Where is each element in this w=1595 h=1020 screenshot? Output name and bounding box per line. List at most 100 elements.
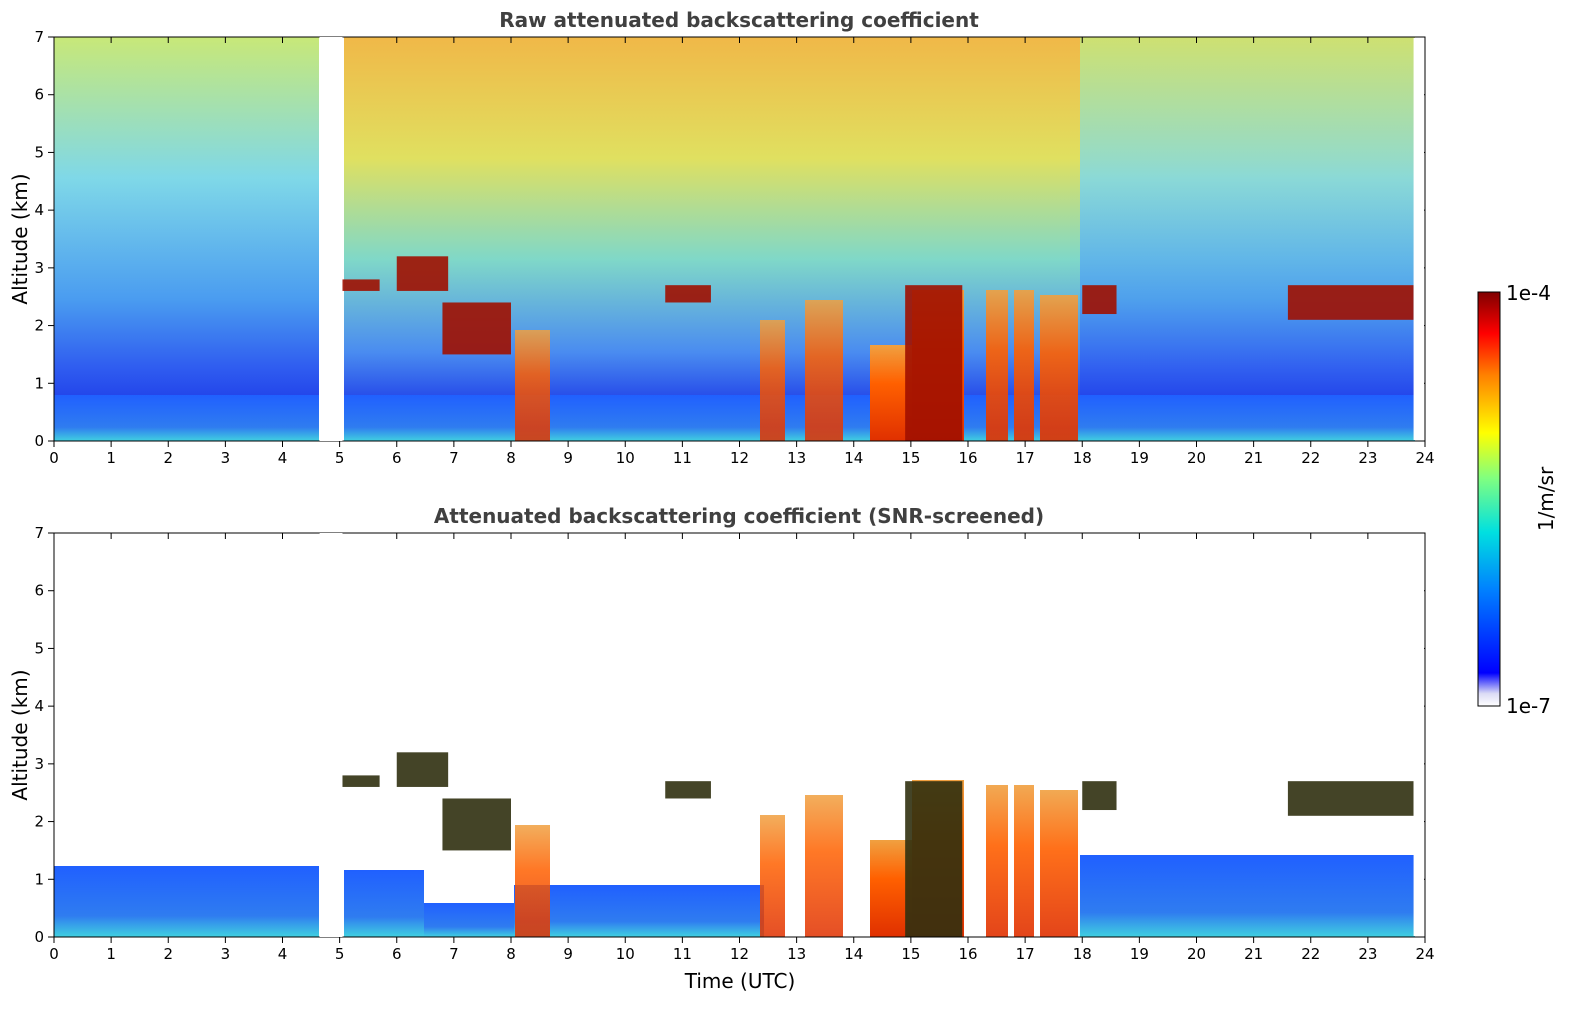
x-tick-label: 5 xyxy=(335,449,345,467)
x-tick-label: 9 xyxy=(563,449,573,467)
x-tick-label: 18 xyxy=(1073,449,1092,467)
x-tick-label: 13 xyxy=(787,449,806,467)
cloud-layer xyxy=(905,781,963,937)
x-tick-label: 24 xyxy=(1415,945,1434,963)
x-axis-label: Time (UTC) xyxy=(684,969,796,993)
data-gap xyxy=(319,533,343,937)
x-tick-label: 10 xyxy=(616,449,635,467)
x-tick-label: 12 xyxy=(730,449,749,467)
raw-x-ticks: 0 1 2 3 4 5 6 7 8 9 10 11 12 13 14 15 16 17 18 19 20 21 22 23 24 xyxy=(49,37,1435,467)
x-tick-label: 18 xyxy=(1073,945,1092,963)
x-tick-label: 6 xyxy=(392,945,402,963)
snr-panel-title: Attenuated backscattering coefficient (S… xyxy=(434,504,1044,528)
snr-screened-panel: Attenuated backscattering coefficient (S… xyxy=(8,504,1435,993)
cloud-layer xyxy=(1082,285,1117,315)
colorbar-unit-label: 1/m/sr xyxy=(1534,466,1558,531)
x-tick-label: 0 xyxy=(49,945,59,963)
raw-cloud-layers xyxy=(339,256,1414,441)
x-tick-label: 23 xyxy=(1358,945,1377,963)
x-tick-label: 11 xyxy=(673,449,692,467)
x-tick-label: 17 xyxy=(1016,945,1035,963)
y-tick-label: 7 xyxy=(34,524,44,542)
y-tick-label: 6 xyxy=(34,582,44,600)
x-tick-label: 13 xyxy=(787,945,806,963)
x-tick-label: 4 xyxy=(278,945,288,963)
x-tick-label: 8 xyxy=(506,945,516,963)
x-tick-label: 7 xyxy=(449,945,459,963)
snr-cloud-column xyxy=(986,785,1008,937)
x-tick-label: 22 xyxy=(1301,945,1320,963)
x-tick-label: 19 xyxy=(1130,945,1149,963)
snr-cloud-column xyxy=(805,795,843,937)
snr-cloud-layers xyxy=(339,752,1414,937)
x-tick-label: 3 xyxy=(221,945,231,963)
x-tick-label: 7 xyxy=(449,449,459,467)
x-tick-label: 2 xyxy=(163,449,173,467)
y-tick-label: 4 xyxy=(34,201,44,219)
no-data-tail xyxy=(1413,38,1424,440)
y-tick-label: 1 xyxy=(34,374,44,392)
no-data-tail xyxy=(1413,534,1424,936)
x-tick-label: 19 xyxy=(1130,449,1149,467)
y-tick-label: 5 xyxy=(34,143,44,161)
cloud-layer xyxy=(665,285,711,303)
y-tick-label: 1 xyxy=(34,870,44,888)
snr-boundary-layer-5 xyxy=(1080,855,1415,937)
x-tick-label: 21 xyxy=(1244,945,1263,963)
cloud-layer xyxy=(1082,781,1117,811)
x-tick-label: 16 xyxy=(958,945,977,963)
x-tick-label: 11 xyxy=(673,945,692,963)
colorbar-gradient xyxy=(1477,291,1501,707)
snr-x-ticks: 0 1 2 3 4 5 6 7 8 9 10 11 12 13 14 15 16 17 18 19 20 21 22 23 24 xyxy=(49,533,1435,963)
x-tick-label: 20 xyxy=(1187,945,1206,963)
x-tick-label: 15 xyxy=(901,449,920,467)
raw-boundary-layer-1 xyxy=(54,395,319,441)
x-tick-label: 21 xyxy=(1244,449,1263,467)
snr-cloud-column xyxy=(760,815,785,937)
x-tick-label: 1 xyxy=(106,449,116,467)
x-tick-label: 20 xyxy=(1187,449,1206,467)
snr-boundary-layer-4 xyxy=(514,885,764,937)
raw-cloud-column xyxy=(986,290,1008,441)
y-tick-label: 2 xyxy=(34,813,44,831)
cloud-layer xyxy=(339,775,380,787)
raw-cloud-column xyxy=(805,300,843,441)
y-tick-label: 7 xyxy=(34,28,44,46)
cloud-layer xyxy=(665,781,711,799)
raw-cloud-column xyxy=(515,330,550,441)
raw-region-night xyxy=(54,37,319,441)
snr-boundary-layer-2 xyxy=(344,870,424,937)
x-tick-label: 22 xyxy=(1301,449,1320,467)
snr-y-axis-label: Altitude (km) xyxy=(8,669,32,800)
colorbar-max-label: 1e-4 xyxy=(1506,281,1551,305)
x-tick-label: 9 xyxy=(563,945,573,963)
y-tick-label: 5 xyxy=(34,639,44,657)
cloud-layer xyxy=(442,302,511,355)
snr-cloud-column xyxy=(1040,790,1078,937)
raw-cloud-column xyxy=(1040,295,1078,441)
colorbar: 1e-4 1e-7 1/m/sr xyxy=(1477,281,1558,718)
snr-heatmap xyxy=(54,752,1415,937)
x-tick-label: 0 xyxy=(49,449,59,467)
cloud-layer xyxy=(1287,285,1414,320)
x-tick-label: 17 xyxy=(1016,449,1035,467)
x-tick-label: 15 xyxy=(901,945,920,963)
raw-backscatter-panel: Raw attenuated backscattering coefficien… xyxy=(8,8,1435,467)
x-tick-label: 3 xyxy=(221,449,231,467)
colorbar-min-label: 1e-7 xyxy=(1506,694,1551,718)
raw-heatmap xyxy=(54,37,1415,441)
x-tick-label: 14 xyxy=(844,449,863,467)
x-tick-label: 6 xyxy=(392,449,402,467)
x-tick-label: 1 xyxy=(106,945,116,963)
snr-cloud-column xyxy=(515,825,550,937)
raw-cloud-column xyxy=(760,320,785,441)
cloud-layer xyxy=(1287,781,1414,816)
raw-cloud-column xyxy=(1014,290,1034,441)
x-tick-label: 16 xyxy=(958,449,977,467)
y-tick-label: 3 xyxy=(34,259,44,277)
x-tick-label: 23 xyxy=(1358,449,1377,467)
x-tick-label: 4 xyxy=(278,449,288,467)
cloud-layer xyxy=(442,798,511,851)
snr-boundary-layer-3 xyxy=(424,903,514,937)
